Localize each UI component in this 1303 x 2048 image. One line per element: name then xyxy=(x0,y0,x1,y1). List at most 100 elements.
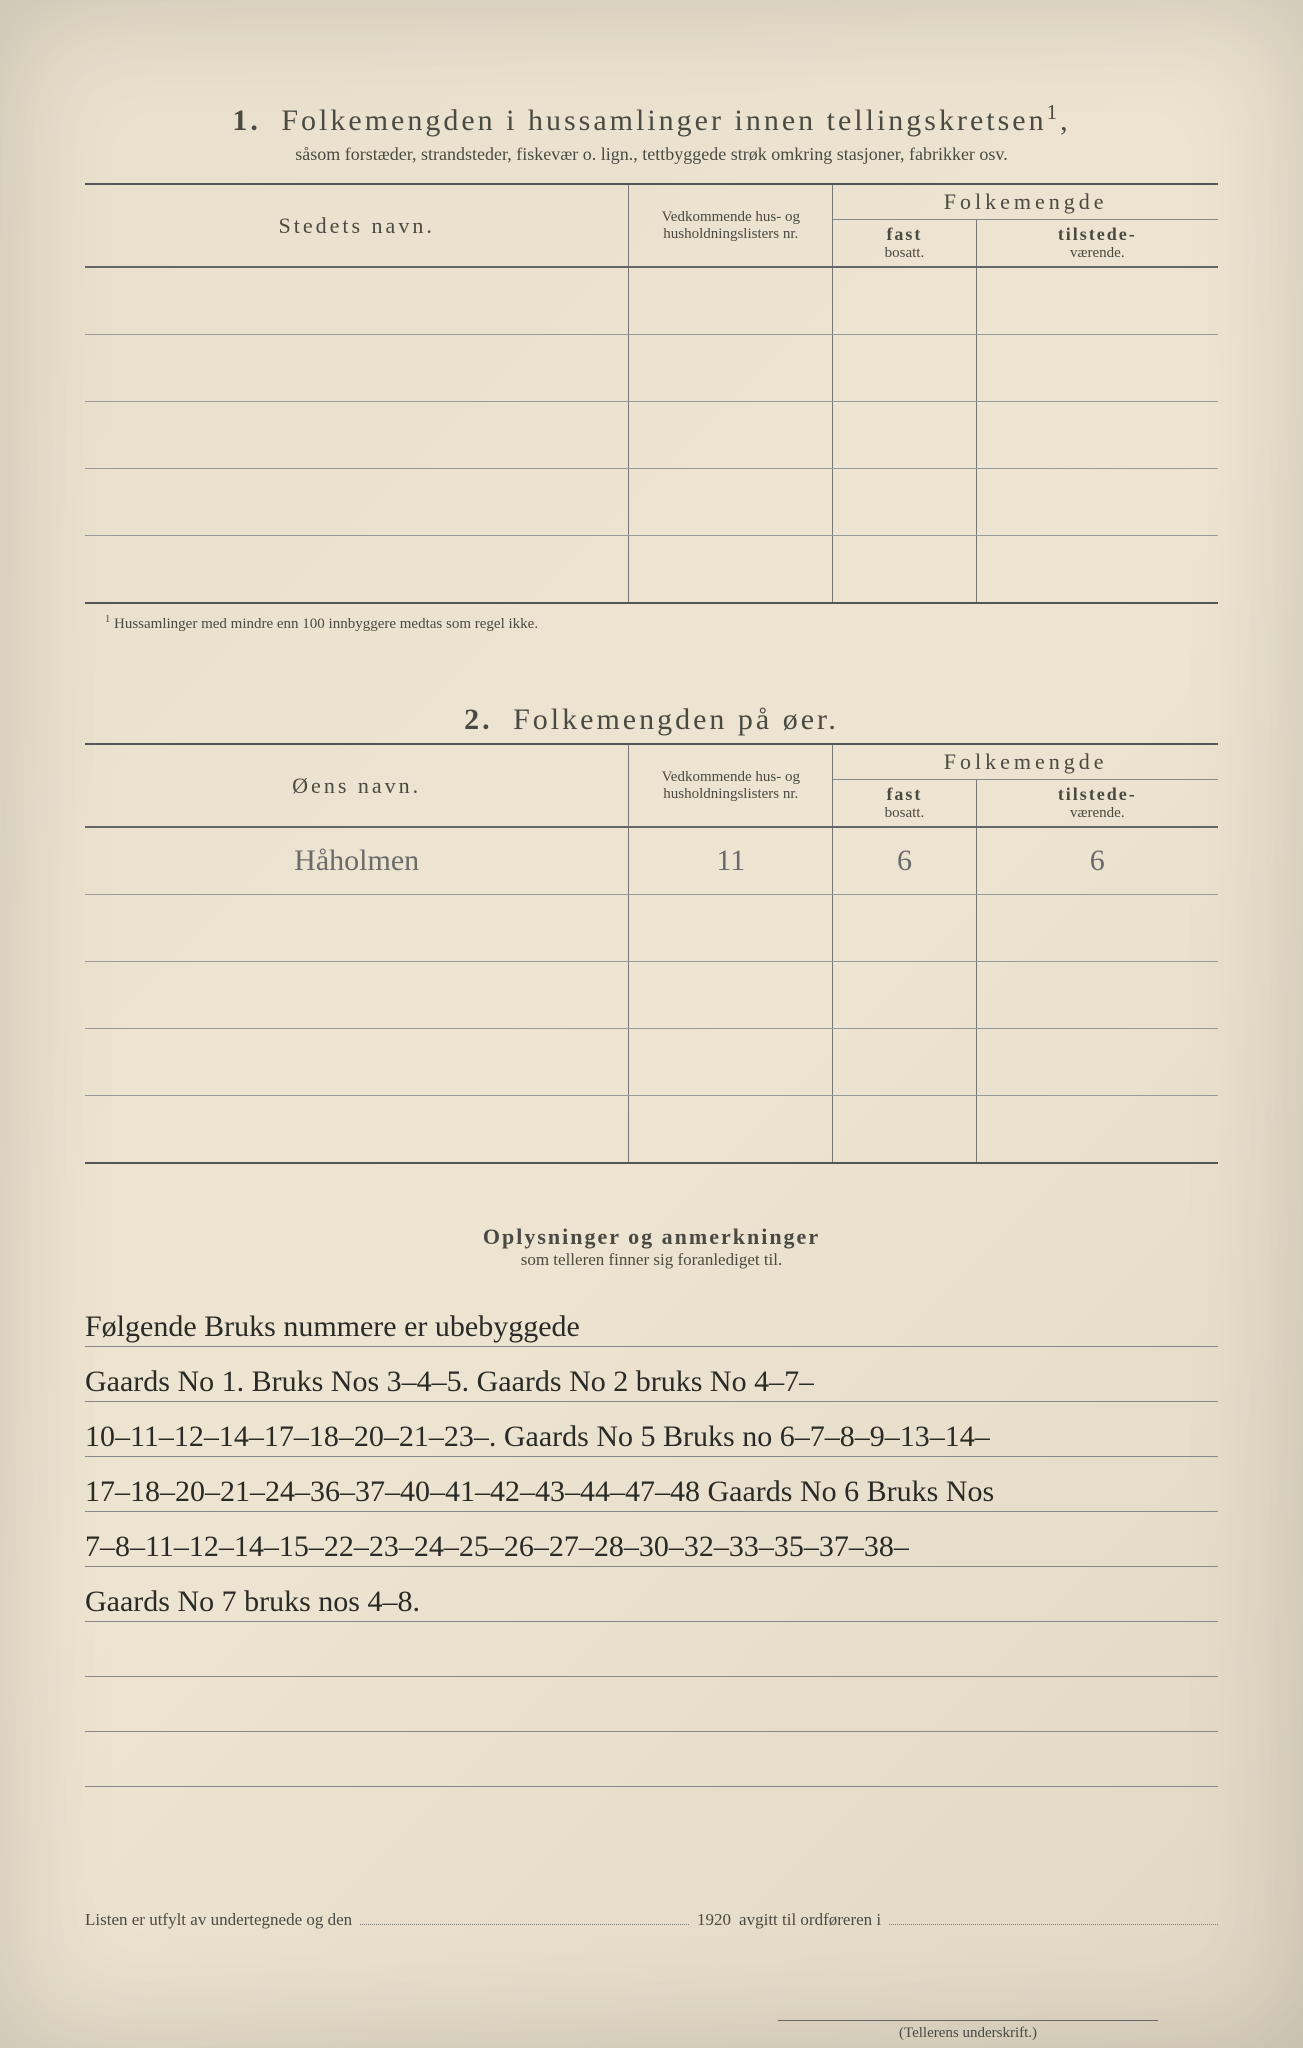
footnote-text: Hussamlinger med mindre enn 100 innbygge… xyxy=(114,616,538,632)
table-row xyxy=(85,469,1218,536)
note-line: 17–18–20–21–24–36–37–40–41–42–43–44–47–4… xyxy=(85,1457,1218,1512)
cell-hh xyxy=(629,469,833,536)
th-til-top: tilstede- xyxy=(985,224,1210,245)
cell-hh xyxy=(629,895,833,962)
th2-til-top: tilstede- xyxy=(985,784,1210,805)
th2-til-bot: værende. xyxy=(985,805,1210,822)
section2-number: 2. xyxy=(464,703,493,736)
note-line xyxy=(85,1677,1218,1732)
cell-name xyxy=(85,1096,629,1164)
note-line: Gaards No 7 bruks nos 4–8. xyxy=(85,1567,1218,1622)
bottom-suffix: avgitt til ordføreren i xyxy=(739,1910,881,1930)
th2-fast-bot: bosatt. xyxy=(841,805,967,822)
cell-til xyxy=(976,1029,1218,1096)
th-til-bot: værende. xyxy=(985,245,1210,262)
cell-hh xyxy=(629,335,833,402)
th-fast-top: fast xyxy=(841,224,967,245)
th2-households: Vedkommende hus- og husholdningslisters … xyxy=(629,744,833,827)
cell-fast xyxy=(833,1096,976,1164)
cell-til xyxy=(976,1096,1218,1164)
bottom-year: 1920 xyxy=(697,1910,731,1930)
cell-hh xyxy=(629,267,833,335)
cell-fast xyxy=(833,962,976,1029)
cell-name xyxy=(85,335,629,402)
cell-til xyxy=(976,267,1218,335)
section-2: 2. Folkemengden på øer. Øens navn. Vedko… xyxy=(85,703,1218,1164)
cell-name xyxy=(85,402,629,469)
table-row xyxy=(85,1096,1218,1164)
notes-lines: Følgende Bruks nummere er ubebyggede Gaar… xyxy=(85,1292,1218,1787)
section-1: 1. Folkemengden i hussamlinger innen tel… xyxy=(85,100,1218,633)
note-line: 10–11–12–14–17–18–20–21–23–. Gaards No 5… xyxy=(85,1402,1218,1457)
cell-til xyxy=(976,895,1218,962)
section2-tbody: Håholmen1166 xyxy=(85,827,1218,1163)
cell-til xyxy=(976,536,1218,604)
table-row xyxy=(85,895,1218,962)
notes-section: Oplysninger og anmerkninger som telleren… xyxy=(85,1224,1218,1787)
note-line: Følgende Bruks nummere er ubebyggede xyxy=(85,1292,1218,1347)
cell-til xyxy=(976,402,1218,469)
cell-til: 6 xyxy=(976,827,1218,895)
signature-label: (Tellerens underskrift.) xyxy=(778,2020,1158,2042)
cell-name xyxy=(85,1029,629,1096)
note-line: Gaards No 1. Bruks Nos 3–4–5. Gaards No … xyxy=(85,1347,1218,1402)
table-row xyxy=(85,962,1218,1029)
section2-table: Øens navn. Vedkommende hus- og husholdni… xyxy=(85,743,1218,1164)
cell-til xyxy=(976,469,1218,536)
bottom-prefix: Listen er utfylt av undertegnede og den xyxy=(85,1910,352,1930)
th-name: Stedets navn. xyxy=(85,184,629,267)
note-text: Følgende Bruks nummere er ubebyggede xyxy=(85,1310,580,1344)
footnote-sup: 1 xyxy=(105,614,110,625)
note-line xyxy=(85,1732,1218,1787)
th2-fast-top: fast xyxy=(841,784,967,805)
th2-name: Øens navn. xyxy=(85,744,629,827)
section1-title-text: Folkemengden i hussamlinger innen tellin… xyxy=(281,104,1046,137)
th-til: tilstede- værende. xyxy=(976,220,1218,268)
cell-name xyxy=(85,962,629,1029)
table-row: Håholmen1166 xyxy=(85,827,1218,895)
section2-title: 2. Folkemengden på øer. xyxy=(85,703,1218,737)
cell-name xyxy=(85,895,629,962)
section1-table: Stedets navn. Vedkommende hus- og hushol… xyxy=(85,183,1218,604)
signature-area: (Tellerens underskrift.) xyxy=(85,2020,1218,2042)
cell-fast xyxy=(833,335,976,402)
cell-fast: 6 xyxy=(833,827,976,895)
note-text: 7–8–11–12–14–15–22–23–24–25–26–27–28–30–… xyxy=(85,1530,909,1564)
section1-tbody xyxy=(85,267,1218,603)
note-line: 7–8–11–12–14–15–22–23–24–25–26–27–28–30–… xyxy=(85,1512,1218,1567)
table-row xyxy=(85,402,1218,469)
th-fast: fast bosatt. xyxy=(833,220,976,268)
cell-hh xyxy=(629,1029,833,1096)
notes-subtitle: som telleren finner sig foranlediget til… xyxy=(85,1250,1218,1270)
notes-title: Oplysninger og anmerkninger xyxy=(85,1224,1218,1250)
cell-hh xyxy=(629,962,833,1029)
note-text: Gaards No 7 bruks nos 4–8. xyxy=(85,1585,420,1619)
section1-sup: 1 xyxy=(1047,100,1061,124)
cell-hh xyxy=(629,1096,833,1164)
note-text: 10–11–12–14–17–18–20–21–23–. Gaards No 5… xyxy=(85,1420,990,1454)
cell-fast xyxy=(833,402,976,469)
th-pop: Folkemengde xyxy=(833,184,1218,220)
note-text: Gaards No 1. Bruks Nos 3–4–5. Gaards No … xyxy=(85,1365,814,1399)
cell-name: Håholmen xyxy=(85,827,629,895)
note-line xyxy=(85,1622,1218,1677)
section2-title-text: Folkemengden på øer. xyxy=(513,703,839,736)
th-fast-bot: bosatt. xyxy=(841,245,967,262)
cell-name xyxy=(85,469,629,536)
section1-title: 1. Folkemengden i hussamlinger innen tel… xyxy=(85,100,1218,138)
cell-fast xyxy=(833,469,976,536)
th2-fast: fast bosatt. xyxy=(833,780,976,828)
cell-hh: 11 xyxy=(629,827,833,895)
cell-til xyxy=(976,962,1218,1029)
cell-name xyxy=(85,536,629,604)
cell-name xyxy=(85,267,629,335)
cell-fast xyxy=(833,536,976,604)
th-households: Vedkommende hus- og husholdningslisters … xyxy=(629,184,833,267)
section1-subtitle: såsom forstæder, strandsteder, fiskevær … xyxy=(85,144,1218,165)
section1-number: 1. xyxy=(232,104,261,137)
table-row xyxy=(85,536,1218,604)
table-row xyxy=(85,335,1218,402)
cell-fast xyxy=(833,1029,976,1096)
cell-fast xyxy=(833,895,976,962)
table-row xyxy=(85,267,1218,335)
